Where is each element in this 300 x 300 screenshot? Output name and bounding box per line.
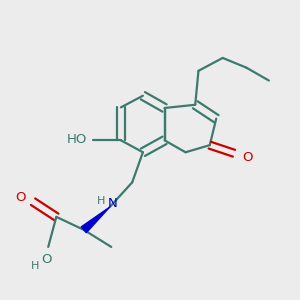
Polygon shape — [81, 207, 110, 233]
Text: O: O — [242, 151, 253, 164]
Text: N: N — [107, 197, 117, 211]
Text: O: O — [42, 253, 52, 266]
Text: O: O — [16, 191, 26, 204]
Text: H: H — [96, 196, 105, 206]
Text: H: H — [31, 261, 39, 271]
Text: HO: HO — [67, 133, 87, 146]
